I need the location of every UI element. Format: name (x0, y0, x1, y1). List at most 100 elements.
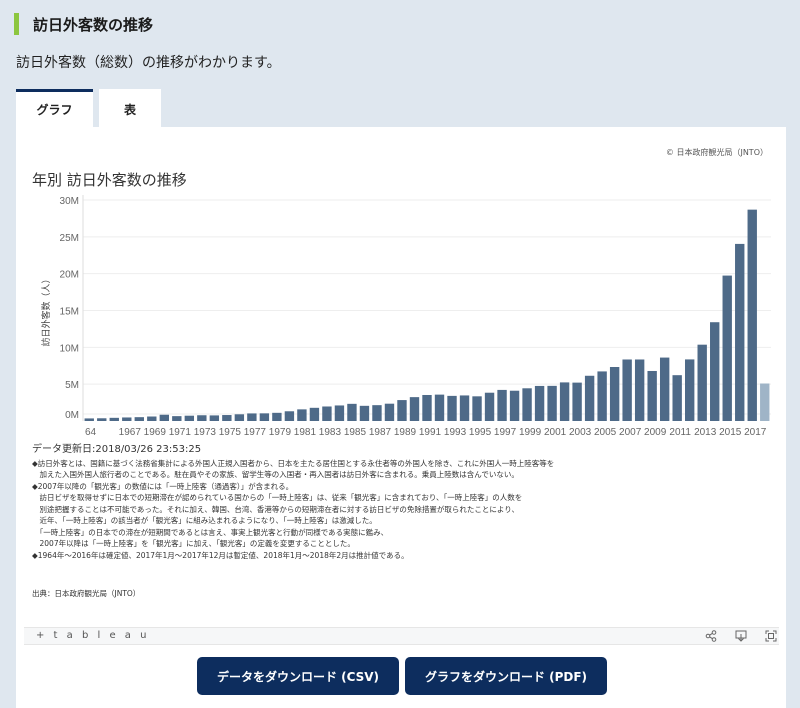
chart-title: 年別 訪日外客数の推移 (32, 171, 187, 189)
bar-1974 (209, 415, 220, 421)
x-tick-label: 2005 (594, 427, 617, 437)
x-tick-label: 1985 (344, 427, 367, 437)
bar-1988 (384, 403, 395, 421)
x-tick-label: 1975 (219, 427, 242, 437)
bar-1978 (259, 413, 270, 421)
bar-1992 (434, 394, 445, 421)
note-line: ◆訪日外客とは、国籍に基づく法務省集計による外国人正規入国者から、日本を主たる居… (32, 458, 555, 468)
x-tick-label: 1993 (444, 427, 467, 437)
x-tick-label: 1995 (469, 427, 492, 437)
y-axis-label: 訪日外客数（人） (40, 274, 52, 346)
x-tick-label: 64 (85, 427, 97, 437)
bar-1990 (409, 397, 420, 421)
bar-2008 (634, 359, 645, 421)
x-tick-label: 1987 (369, 427, 392, 437)
bar-1989 (397, 400, 407, 421)
x-tick-label: 1977 (244, 427, 267, 437)
bar-1979 (272, 412, 282, 421)
bar-2011 (672, 375, 682, 421)
bar-1970 (159, 414, 169, 421)
bar-2002 (559, 382, 570, 421)
note-line: 訪日ビザを取得せずに日本での短期滞在が認められている国からの「一時上陸客」は、従… (32, 493, 523, 502)
y-tick-label: 20M (60, 270, 79, 281)
y-tick-label: 25M (60, 233, 79, 244)
chart-notes: データ更新日:2018/03/26 23:53:25 ◆訪日外客とは、国籍に基づ… (32, 444, 772, 561)
bar-1967 (122, 417, 132, 421)
tab-table[interactable]: 表 (99, 89, 161, 127)
x-tick-label: 1979 (269, 427, 292, 437)
x-tick-label: 2003 (569, 427, 592, 437)
download-csv-button[interactable]: データをダウンロード (CSV) (197, 657, 399, 695)
x-tick-label: 1983 (319, 427, 342, 437)
heading-accent-bar (14, 13, 19, 35)
download-buttons: データをダウンロード (CSV) グラフをダウンロード (PDF) (197, 657, 607, 695)
section-heading: 訪日外客数の推移 (14, 12, 153, 36)
bar-2015 (722, 275, 732, 421)
page-title: 訪日外客数の推移 (33, 15, 154, 34)
bar-2014 (710, 322, 720, 421)
bar-1994 (459, 395, 470, 421)
bar-2009 (647, 370, 657, 421)
bar-1999 (522, 388, 532, 421)
bar-2012 (685, 359, 695, 421)
download-icon[interactable] (734, 630, 748, 642)
bar-1998 (509, 390, 520, 421)
bar-2001 (547, 385, 557, 421)
x-tick-label: 1971 (169, 427, 192, 437)
bar-1983 (322, 406, 332, 421)
tableau-logo[interactable]: + t a b l e a u (36, 630, 150, 641)
y-tick-label: 5M (65, 380, 79, 391)
bar-1982 (309, 407, 320, 421)
bar-1997 (497, 389, 507, 421)
bar-1966 (109, 417, 119, 421)
note-line: ◆2007年以降の「観光客」の数値には「一時上陸客（通過客）」が含まれる。 (32, 481, 294, 491)
x-tick-label: 2015 (719, 427, 742, 437)
y-tick-label: 10M (60, 343, 79, 354)
bar-1984 (334, 405, 345, 421)
bar-1991 (422, 394, 432, 421)
x-tick-label: 1989 (394, 427, 417, 437)
bar-1986 (359, 405, 370, 421)
bar-1981 (297, 409, 307, 421)
tab-bar: グラフ 表 (16, 89, 161, 127)
bar-2004 (584, 375, 595, 421)
x-tick-label: 2001 (544, 427, 567, 437)
bar-1972 (184, 415, 195, 421)
y-tick-label: 30M (60, 196, 79, 207)
x-tick-label: 2009 (644, 427, 667, 437)
copyright-credit: © 日本政府観光局（JNTO） (665, 148, 768, 157)
bar-1996 (484, 392, 495, 421)
bar-2016 (735, 243, 745, 421)
x-tick-label: 2013 (694, 427, 717, 437)
share-icon[interactable] (704, 630, 718, 642)
bar-2005 (597, 371, 607, 421)
bar-1985 (347, 403, 357, 421)
bar-1971 (172, 416, 182, 421)
x-tick-label: 1969 (144, 427, 167, 437)
note-line: 加えた入国外国人旅行者のことである。駐在員やその家族、留学生等の入国者・再入国者… (32, 470, 519, 479)
x-tick-label: 1981 (294, 427, 317, 437)
bar-1995 (472, 396, 482, 421)
bar-1964 (84, 418, 94, 421)
bar-2018 (760, 383, 770, 421)
page-subtitle: 訪日外客数（総数）の推移がわかります。 (16, 55, 281, 71)
bar-1977 (247, 413, 257, 421)
bar-1969 (147, 416, 157, 421)
note-line: 別途把握することは不可能であった。それに加え、韓国、台湾、香港等からの短期滞在者… (32, 504, 519, 514)
x-tick-label: 1999 (519, 427, 542, 437)
bar-1976 (234, 414, 245, 421)
x-tick-label: 2017 (744, 427, 767, 437)
bar-1965 (97, 418, 107, 421)
bar-1987 (372, 405, 382, 421)
tab-graph[interactable]: グラフ (16, 89, 93, 127)
y-tick-label: 0M (65, 410, 79, 421)
bar-2000 (534, 385, 545, 421)
bar-1968 (134, 417, 144, 421)
x-tick-label: 2007 (619, 427, 642, 437)
x-tick-label: 1973 (194, 427, 217, 437)
source-credit: 出典：日本政府観光局（JNTO） (32, 589, 141, 598)
fullscreen-icon[interactable] (764, 630, 778, 642)
download-pdf-button[interactable]: グラフをダウンロード (PDF) (405, 657, 607, 695)
bar-2006 (609, 367, 620, 421)
